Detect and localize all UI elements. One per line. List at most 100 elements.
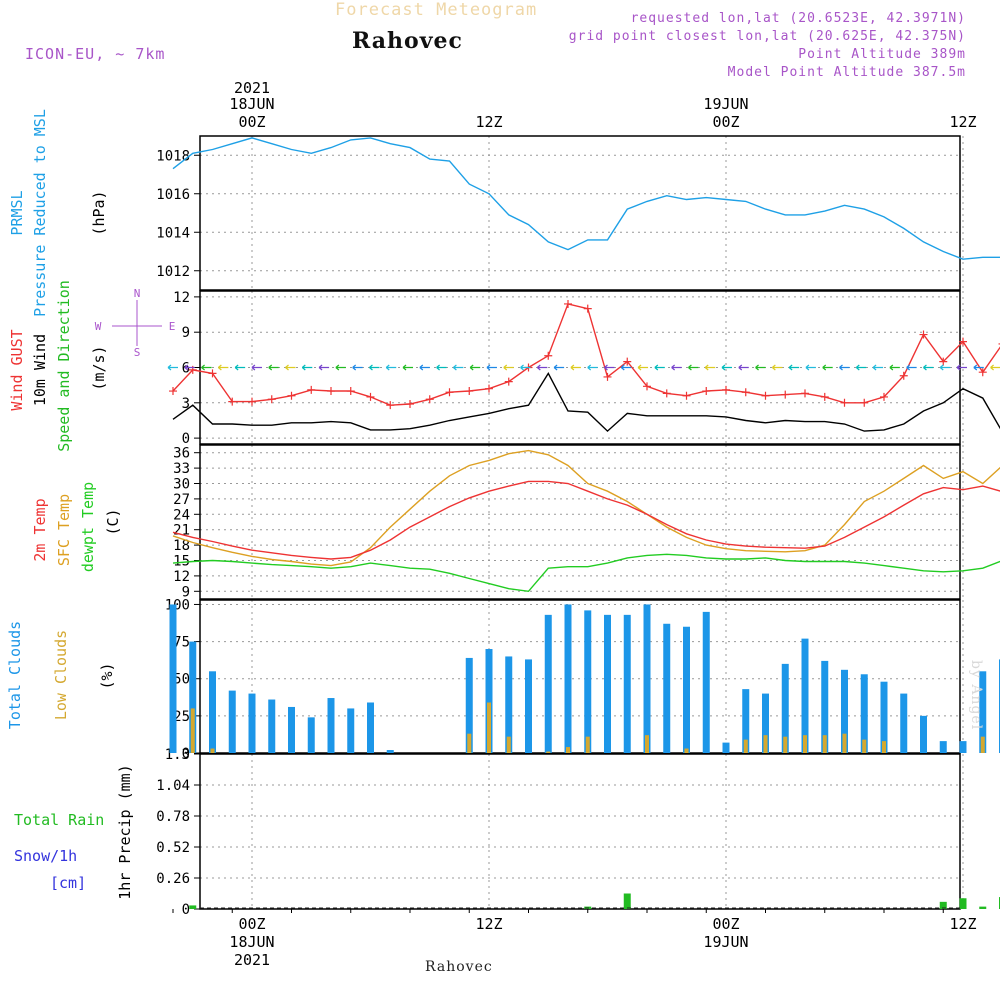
total-clouds-bar xyxy=(209,671,216,753)
gust-series-marker xyxy=(722,385,730,394)
dewpt-axis-label: dewpt Temp xyxy=(79,482,97,572)
gust-series-marker xyxy=(603,372,612,381)
total-clouds-bar xyxy=(584,610,592,753)
compass-east: E xyxy=(169,320,176,333)
total-clouds-bar xyxy=(268,699,276,753)
low-clouds-bar xyxy=(803,735,807,753)
y-tick-label: 1018 xyxy=(156,148,190,164)
time-label-bottom: 12Z xyxy=(475,915,502,933)
wind-direction-arrow xyxy=(385,364,397,371)
total-clouds-bar xyxy=(900,693,908,753)
wind-direction-arrow xyxy=(771,364,783,371)
wind-direction-arrow xyxy=(671,364,682,371)
gust-series-marker xyxy=(959,337,967,346)
wind-direction-arrow xyxy=(503,364,514,371)
gust-series-marker xyxy=(307,385,316,394)
temp-axis-label: 2m Temp xyxy=(31,498,49,561)
total-clouds-bar xyxy=(485,649,493,753)
wind-direction-arrow xyxy=(217,364,229,371)
y-tick-label: 30 xyxy=(173,477,190,493)
y-tick-label: 12 xyxy=(173,290,190,306)
low-clouds-bar xyxy=(210,748,215,753)
y-tick-label: 0.26 xyxy=(156,871,190,887)
clouds-unit-label: (%) xyxy=(98,662,116,689)
panel-frame xyxy=(199,135,961,291)
gust-series-marker xyxy=(702,387,711,396)
gust-series-marker xyxy=(445,388,454,397)
gust-series-marker xyxy=(425,395,434,404)
y-tick-label: 0.52 xyxy=(156,840,190,856)
y-tick-label: 3 xyxy=(182,396,190,412)
y-tick-label: 25 xyxy=(173,709,190,725)
gust-series-marker xyxy=(880,392,888,401)
total-clouds-bar xyxy=(248,693,256,753)
wind-direction-arrow xyxy=(268,364,279,371)
y-tick-label: 33 xyxy=(173,461,190,477)
compass-north: N xyxy=(134,287,141,300)
gust-series-marker xyxy=(781,390,790,399)
total-clouds-bar xyxy=(880,681,888,753)
wind-direction-arrow xyxy=(469,364,481,371)
total-clouds-bar xyxy=(959,741,967,753)
gust-series-marker xyxy=(643,382,651,391)
footer-location: Rahovec xyxy=(425,959,493,975)
time-label-top: 12Z xyxy=(475,113,502,131)
y-tick-label: 27 xyxy=(173,492,190,508)
wind-direction-arrow xyxy=(721,364,732,371)
gust-series-marker xyxy=(919,330,928,339)
gust-series-marker xyxy=(267,395,276,404)
y-tick-label: 0 xyxy=(182,431,190,447)
total-clouds-bar xyxy=(801,638,809,753)
low-clouds-bar xyxy=(763,735,768,753)
pressure-unit-label: (hPa) xyxy=(90,190,108,235)
y-tick-label: 21 xyxy=(173,523,190,539)
low-clouds-axis-label: Low Clouds xyxy=(52,630,70,720)
total-clouds-bar xyxy=(821,660,829,753)
gust-series-marker xyxy=(465,387,474,396)
gust-series-marker xyxy=(840,398,849,407)
wind-direction-arrow xyxy=(604,364,615,371)
low-clouds-bar xyxy=(566,747,570,753)
total-clouds-bar xyxy=(643,604,651,753)
wind-direction-arrow xyxy=(906,364,917,371)
gust-series-marker xyxy=(504,377,513,386)
low-clouds-bar xyxy=(980,736,985,753)
low-clouds-bar xyxy=(645,735,649,753)
y-tick-label: 0.78 xyxy=(156,809,190,825)
y-tick-label: 9 xyxy=(182,584,190,600)
wind-direction-arrow xyxy=(352,364,363,371)
wind-direction-arrow xyxy=(704,364,716,371)
y-tick-label: 1012 xyxy=(156,264,190,280)
direction-axis-label: Speed and Direction xyxy=(55,280,73,452)
model-point-altitude: Model Point Altitude 387.5m xyxy=(727,65,966,80)
grid-point-coordinates: grid point closest lon,lat (20.625E, 42.… xyxy=(568,29,966,44)
total-clouds-bar xyxy=(544,614,552,753)
total-clouds-bar xyxy=(604,614,611,753)
total-clouds-bar xyxy=(762,693,769,753)
gust-series-marker xyxy=(820,392,829,401)
pressure-axis-sublabel: Pressure Reduced to MSL xyxy=(31,109,49,317)
time-label-bottom: 00Z xyxy=(712,915,739,933)
gust-series-marker xyxy=(485,384,493,393)
total-clouds-bar xyxy=(327,698,335,753)
gust-axis-label: Wind GUST xyxy=(8,329,26,410)
pressure-series-line xyxy=(172,137,1000,260)
dewpt-series-line xyxy=(172,553,1000,593)
wind-direction-arrow xyxy=(939,364,951,371)
wind-direction-arrow xyxy=(369,364,380,371)
y-tick-label: 12 xyxy=(173,569,190,585)
credit-watermark: by Angel xyxy=(968,660,984,731)
total-clouds-bar xyxy=(386,750,394,753)
low-clouds-bar xyxy=(882,741,886,753)
wind-direction-arrow xyxy=(520,364,531,371)
y-tick-label: 1016 xyxy=(156,187,190,203)
temp-unit-label: (C) xyxy=(104,508,122,535)
y-tick-label: 75 xyxy=(173,635,190,651)
wind-direction-arrow xyxy=(738,364,749,371)
gust-series-marker xyxy=(978,368,987,377)
wind-direction-arrow xyxy=(990,364,1000,371)
wind-direction-arrow xyxy=(637,364,649,371)
precip-axis-label: 1hr Precip (mm) xyxy=(116,764,134,899)
total-clouds-bar xyxy=(781,663,789,753)
wind-direction-arrow xyxy=(453,364,464,371)
